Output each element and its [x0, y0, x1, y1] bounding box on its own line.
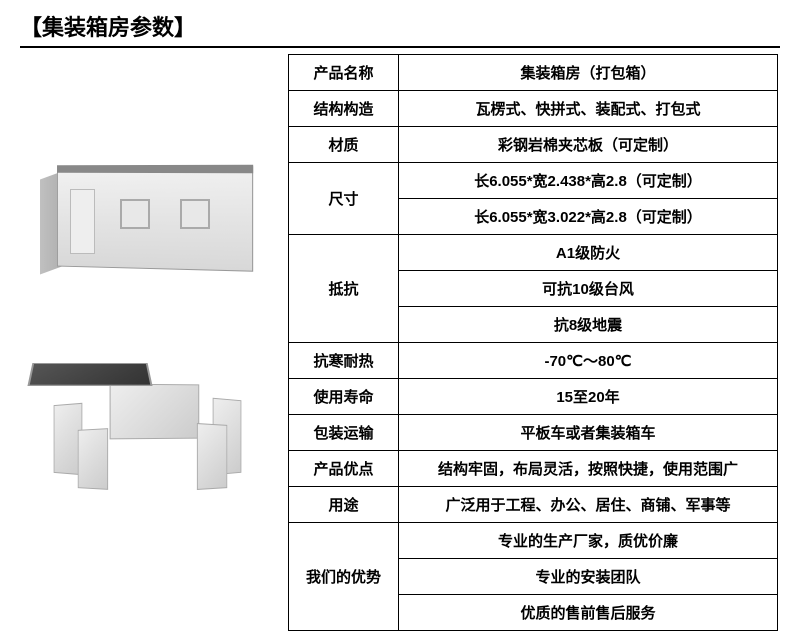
spec-value: 广泛用于工程、办公、居住、商铺、军事等 — [399, 487, 778, 523]
spec-value: A1级防火 — [399, 235, 778, 271]
table-row: 抗寒耐热-70℃～80℃ — [289, 343, 778, 379]
table-row: 包装运输平板车或者集装箱车 — [289, 415, 778, 451]
spec-label: 产品名称 — [289, 55, 399, 91]
spec-value: 彩钢岩棉夹芯板（可定制） — [399, 127, 778, 163]
spec-label: 抗寒耐热 — [289, 343, 399, 379]
spec-value: 平板车或者集装箱车 — [399, 415, 778, 451]
spec-value: 长6.055*宽2.438*高2.8（可定制） — [399, 163, 778, 199]
spec-value: 集装箱房（打包箱） — [399, 55, 778, 91]
table-row: 用途广泛用于工程、办公、居住、商铺、军事等 — [289, 487, 778, 523]
spec-label: 尺寸 — [289, 163, 399, 235]
spec-label: 材质 — [289, 127, 399, 163]
table-row: 尺寸长6.055*宽2.438*高2.8（可定制） — [289, 163, 778, 199]
spec-label: 包装运输 — [289, 415, 399, 451]
content-row: 产品名称集装箱房（打包箱）结构构造瓦楞式、快拼式、装配式、打包式材质彩钢岩棉夹芯… — [20, 54, 780, 631]
table-row: 产品名称集装箱房（打包箱） — [289, 55, 778, 91]
spec-label: 使用寿命 — [289, 379, 399, 415]
spec-value: 结构牢固，布局灵活，按照快捷，使用范围广 — [399, 451, 778, 487]
spec-value: 专业的安装团队 — [399, 559, 778, 595]
images-column — [20, 54, 280, 631]
table-row: 使用寿命15至20年 — [289, 379, 778, 415]
spec-table: 产品名称集装箱房（打包箱）结构构造瓦楞式、快拼式、装配式、打包式材质彩钢岩棉夹芯… — [288, 54, 778, 631]
container-house-illustration — [20, 114, 280, 314]
section-title: 【集装箱房参数】 — [20, 10, 780, 48]
spec-value: 专业的生产厂家，质优价廉 — [399, 523, 778, 559]
table-row: 结构构造瓦楞式、快拼式、装配式、打包式 — [289, 91, 778, 127]
spec-value: -70℃～80℃ — [399, 343, 778, 379]
spec-value: 15至20年 — [399, 379, 778, 415]
table-row: 我们的优势专业的生产厂家，质优价廉 — [289, 523, 778, 559]
spec-label: 抵抗 — [289, 235, 399, 343]
spec-table-body: 产品名称集装箱房（打包箱）结构构造瓦楞式、快拼式、装配式、打包式材质彩钢岩棉夹芯… — [289, 55, 778, 631]
table-row: 抵抗A1级防火 — [289, 235, 778, 271]
spec-label: 产品优点 — [289, 451, 399, 487]
spec-value: 优质的售前售后服务 — [399, 595, 778, 631]
spec-value: 瓦楞式、快拼式、装配式、打包式 — [399, 91, 778, 127]
spec-label: 我们的优势 — [289, 523, 399, 631]
spec-value: 可抗10级台风 — [399, 271, 778, 307]
spec-value: 抗8级地震 — [399, 307, 778, 343]
spec-label: 结构构造 — [289, 91, 399, 127]
table-row: 产品优点结构牢固，布局灵活，按照快捷，使用范围广 — [289, 451, 778, 487]
spec-value: 长6.055*宽3.022*高2.8（可定制） — [399, 199, 778, 235]
exploded-panels-illustration — [20, 344, 280, 544]
table-row: 材质彩钢岩棉夹芯板（可定制） — [289, 127, 778, 163]
spec-label: 用途 — [289, 487, 399, 523]
